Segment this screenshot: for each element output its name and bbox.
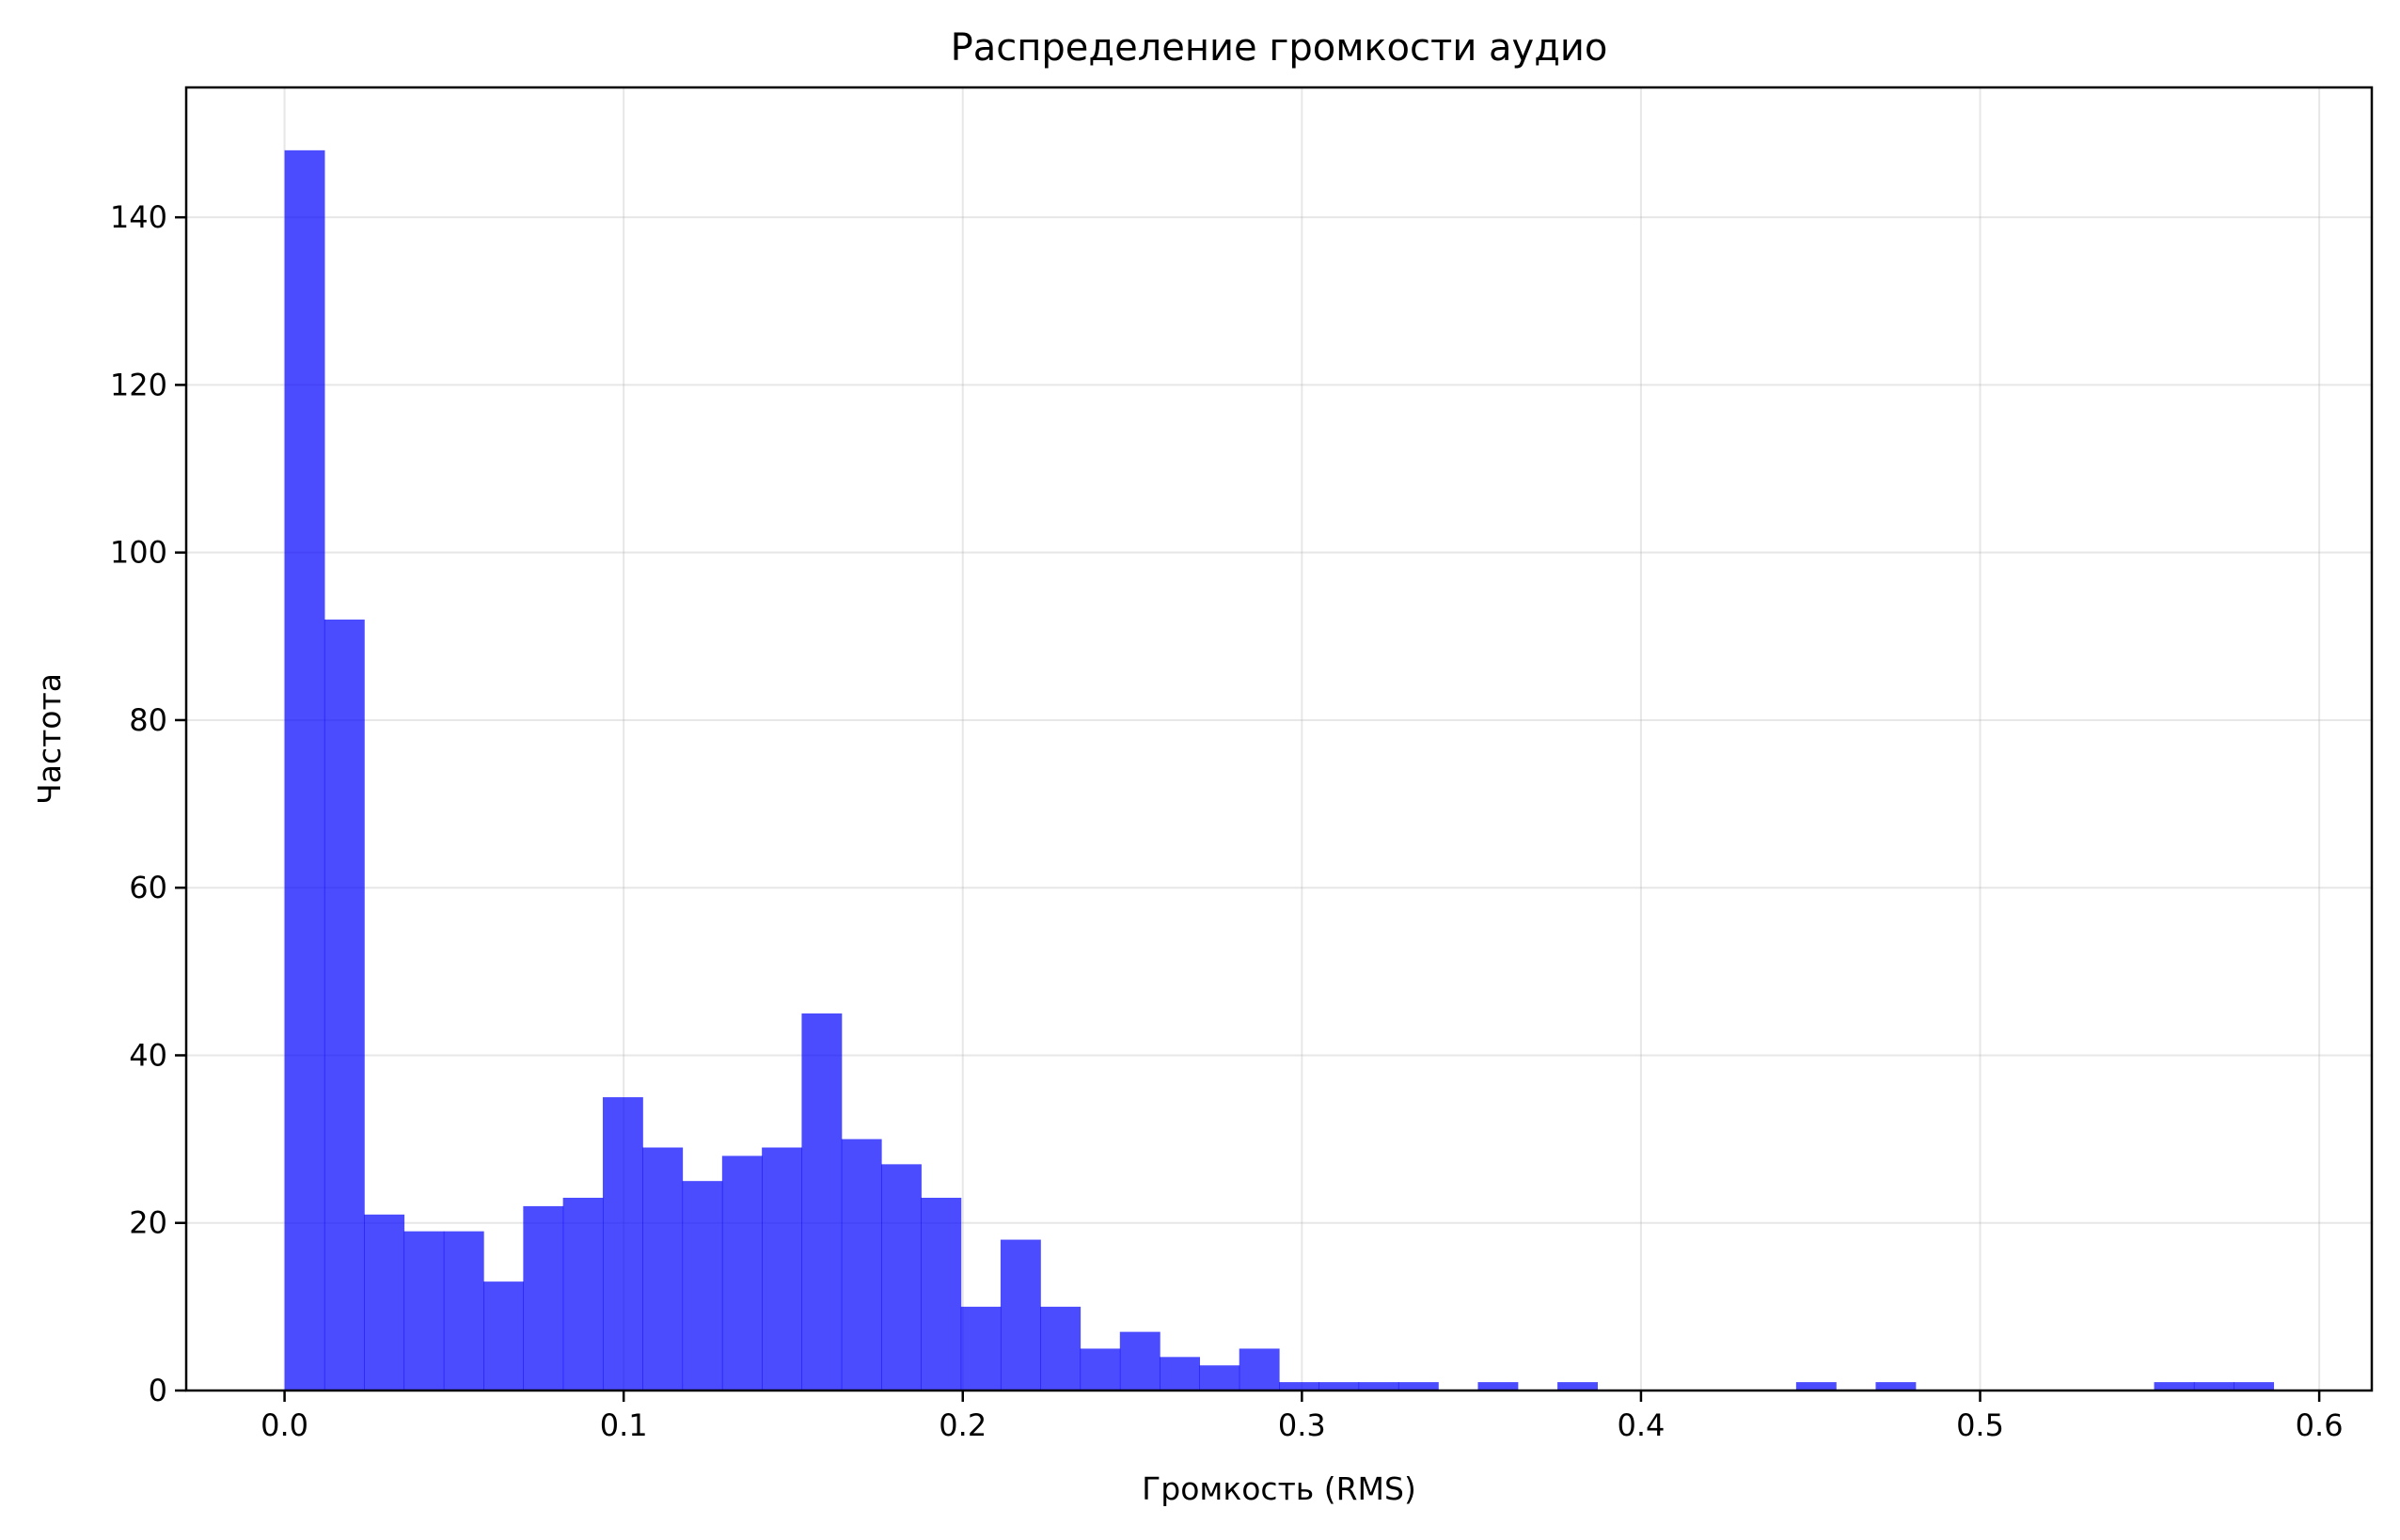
chart-title: Распределение громкости аудио [951, 26, 1608, 70]
y-axis-ticks: 0 20 40 60 80 100 120 140 [110, 199, 186, 1408]
x-tick-label: 0.2 [939, 1407, 987, 1443]
x-tick-label: 0.5 [1956, 1407, 2004, 1443]
x-tick-label: 0.0 [261, 1407, 308, 1443]
histogram-bar [921, 1197, 962, 1391]
histogram-bar [483, 1281, 524, 1391]
histogram-bar [1318, 1382, 1360, 1391]
histogram-bar [523, 1205, 564, 1391]
histogram-bar [2234, 1382, 2275, 1391]
histogram-bar [1397, 1382, 1439, 1391]
histogram-bar [1000, 1239, 1041, 1391]
y-tick-label: 20 [129, 1205, 167, 1241]
y-tick-label: 120 [110, 367, 167, 402]
histogram-bar [403, 1231, 445, 1391]
histogram-bar [2154, 1382, 2195, 1391]
histogram-bar [1875, 1382, 1917, 1391]
histogram-bar [602, 1097, 643, 1391]
histogram-bar [881, 1164, 922, 1391]
histogram-bar [1795, 1382, 1837, 1391]
x-tick-label: 0.1 [600, 1407, 648, 1443]
plot-frame [184, 86, 2374, 1392]
histogram-bar [1557, 1382, 1598, 1391]
histogram-bar [721, 1155, 763, 1391]
y-tick-label: 100 [110, 535, 167, 571]
x-tick-label: 0.4 [1617, 1407, 1665, 1443]
y-tick-label: 140 [110, 199, 167, 235]
x-tick-label: 0.6 [2296, 1407, 2344, 1443]
x-axis-ticks: 0.0 0.1 0.2 0.3 0.4 0.5 0.6 [261, 1391, 2344, 1443]
histogram-bar [682, 1181, 723, 1391]
histogram-bar [2193, 1382, 2234, 1391]
histogram-bar [841, 1139, 882, 1391]
y-tick-label: 40 [129, 1037, 167, 1073]
histogram-bar [443, 1231, 484, 1391]
x-tick-label: 0.3 [1278, 1407, 1326, 1443]
histogram-bar [1040, 1306, 1082, 1391]
histogram-bar [1239, 1348, 1280, 1391]
histogram-bar [762, 1147, 803, 1391]
histogram-bar [1477, 1382, 1519, 1391]
histogram-bar [324, 619, 365, 1391]
y-tick-label: 80 [129, 702, 167, 738]
histogram-bar [284, 149, 325, 1391]
histogram-bar [1119, 1331, 1161, 1391]
histogram-bar [1160, 1357, 1201, 1391]
histogram-bar [1199, 1365, 1240, 1391]
y-tick-label: 0 [149, 1373, 167, 1408]
histogram-bar [1080, 1348, 1121, 1391]
histogram-bar [960, 1306, 1002, 1391]
y-axis-title: Частота [31, 673, 68, 805]
histogram-bar [1279, 1382, 1319, 1391]
histogram-bars [284, 149, 2275, 1391]
histogram-bar [801, 1013, 843, 1391]
histogram-bar [642, 1147, 684, 1391]
histogram-bar [1358, 1382, 1399, 1391]
y-tick-label: 60 [129, 870, 167, 905]
histogram-bar [562, 1197, 604, 1391]
histogram-bar [364, 1214, 405, 1391]
x-axis-title: Громкость (RMS) [1142, 1470, 1416, 1507]
